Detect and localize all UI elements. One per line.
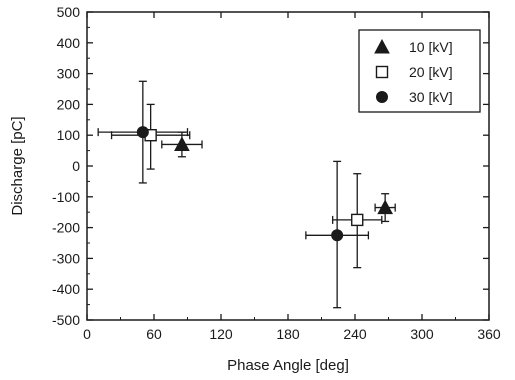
legend-label: 10 [kV] <box>409 39 453 55</box>
markers-layer <box>136 126 393 242</box>
x-axis-title: Phase Angle [deg] <box>227 357 349 374</box>
y-tick-label: -200 <box>52 220 80 236</box>
x-tick-label: 300 <box>410 326 434 342</box>
x-tick-label: 180 <box>276 326 300 342</box>
x-tick-label: 360 <box>477 326 501 342</box>
data-point-marker <box>377 199 393 215</box>
data-point-marker <box>174 136 190 151</box>
legend-marker <box>375 65 389 79</box>
legend-marker <box>374 38 390 54</box>
x-tick-label: 240 <box>343 326 367 342</box>
y-tick-label: 500 <box>57 4 81 20</box>
legend-label: 30 [kV] <box>409 89 453 105</box>
y-tick-label: 300 <box>57 66 81 82</box>
y-axis-title: Discharge [pC] <box>9 116 26 215</box>
x-tick-label: 120 <box>209 326 233 342</box>
y-tick-label: 100 <box>57 127 81 143</box>
y-tick-label: 200 <box>57 96 81 112</box>
x-tick-label: 0 <box>83 326 91 342</box>
y-tick-label: -100 <box>52 189 80 205</box>
x-tick-label: 60 <box>146 326 162 342</box>
data-point-marker <box>331 229 344 242</box>
error-bars-layer <box>97 80 396 309</box>
y-tick-label: 0 <box>72 158 80 174</box>
legend: 10 [kV] 20 [kV] 30 [kV] <box>358 29 481 113</box>
legend-marker <box>376 91 388 103</box>
y-tick-label: 400 <box>57 35 81 51</box>
y-tick-label: -300 <box>52 250 80 266</box>
ticks-layer: 0 60 120 180 240 300 360 500 400 300 200 100 0 -100 -2… <box>52 4 501 342</box>
y-tick-label: -400 <box>52 281 80 297</box>
data-point-marker <box>136 126 149 139</box>
data-point-marker <box>351 213 364 227</box>
legend-label: 20 [kV] <box>409 64 453 80</box>
y-tick-label: -500 <box>52 312 80 328</box>
